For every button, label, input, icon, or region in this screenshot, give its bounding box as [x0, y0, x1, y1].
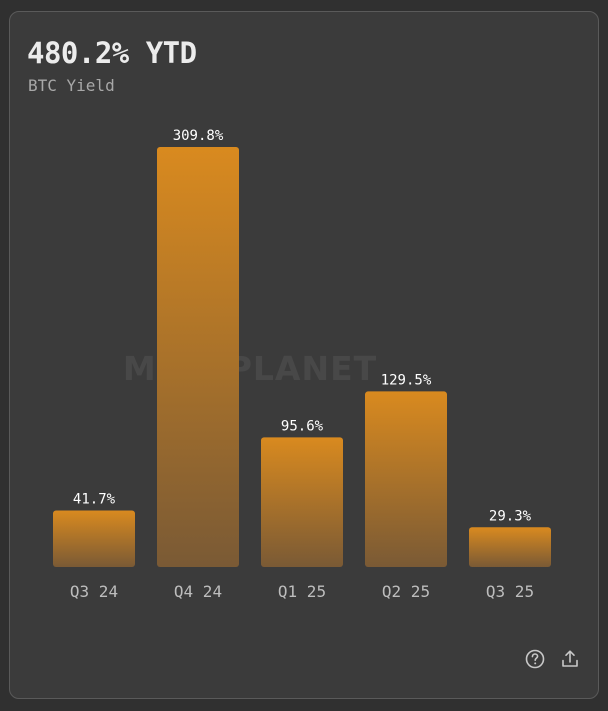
bar-value-label: 309.8% — [173, 128, 224, 144]
subtitle-btc-yield: BTC Yield — [28, 76, 115, 95]
bar-q4-24[interactable] — [157, 147, 239, 567]
x-tick-label: Q1 25 — [278, 582, 326, 601]
headline-ytd: 480.2% YTD — [27, 36, 197, 70]
help-circle-icon[interactable] — [524, 648, 546, 670]
bar-q3-25[interactable] — [469, 527, 551, 567]
bar-value-label: 95.6% — [281, 418, 324, 434]
x-tick-label: Q3 24 — [70, 582, 118, 601]
bar-value-label: 29.3% — [489, 508, 532, 524]
bar-q2-25[interactable] — [365, 391, 447, 567]
x-tick-label: Q4 24 — [174, 582, 222, 601]
x-tick-label: Q3 25 — [486, 582, 534, 601]
bar-q1-25[interactable] — [261, 437, 343, 567]
bar-value-label: 129.5% — [381, 372, 432, 388]
share-icon[interactable] — [559, 648, 581, 670]
x-tick-label: Q2 25 — [382, 582, 430, 601]
bar-value-label: 41.7% — [73, 491, 116, 507]
bar-series: 41.7% Q3 24 309.8% Q4 24 95.6% Q1 25 129.5% Q2 … — [53, 128, 551, 601]
btc-yield-card: 480.2% YTD BTC Yield METAPLANET 41.7% Q3 … — [9, 11, 599, 699]
bar-q3-24[interactable] — [53, 510, 135, 567]
